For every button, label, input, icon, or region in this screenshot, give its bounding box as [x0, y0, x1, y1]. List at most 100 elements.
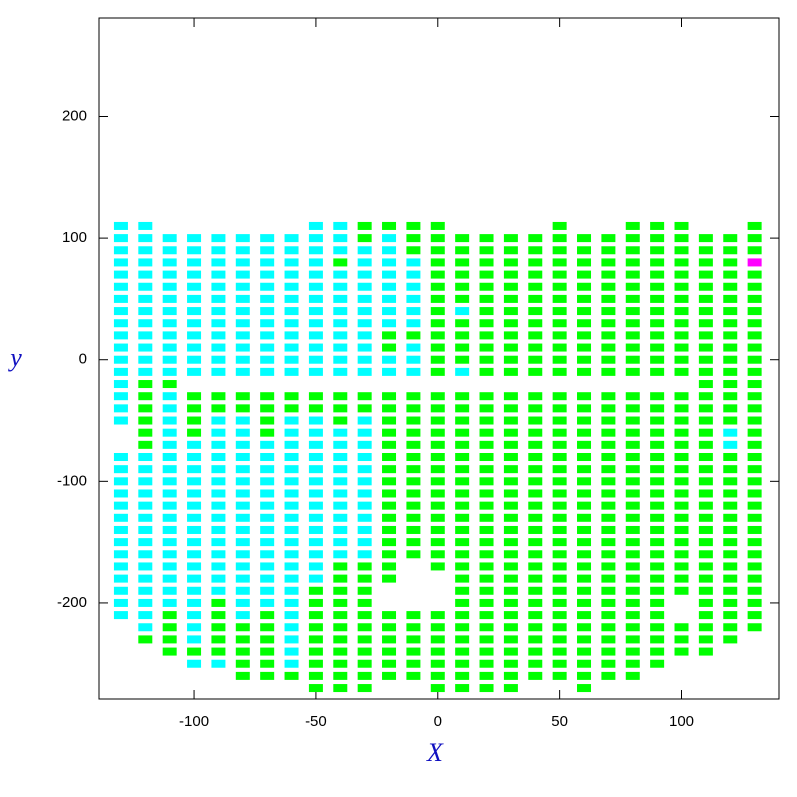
marker	[674, 635, 689, 644]
marker	[698, 586, 713, 595]
marker	[333, 416, 348, 425]
marker	[552, 282, 567, 291]
marker	[577, 647, 592, 656]
marker	[138, 598, 153, 607]
marker	[577, 282, 592, 291]
marker	[698, 477, 713, 486]
marker	[601, 489, 616, 498]
marker	[479, 246, 494, 255]
marker	[528, 246, 543, 255]
marker	[308, 671, 323, 680]
marker	[406, 307, 421, 316]
marker	[503, 635, 518, 644]
marker	[503, 234, 518, 243]
marker	[601, 404, 616, 413]
marker	[211, 611, 226, 620]
marker	[528, 307, 543, 316]
marker	[601, 234, 616, 243]
marker	[674, 331, 689, 340]
marker	[357, 647, 372, 656]
marker	[357, 586, 372, 595]
marker	[479, 392, 494, 401]
marker	[723, 294, 738, 303]
marker	[455, 294, 470, 303]
marker	[235, 319, 250, 328]
marker	[528, 428, 543, 437]
marker	[528, 562, 543, 571]
marker	[601, 598, 616, 607]
marker	[747, 489, 762, 498]
marker	[260, 453, 275, 462]
marker	[260, 246, 275, 255]
marker	[308, 550, 323, 559]
marker	[357, 538, 372, 547]
marker	[528, 477, 543, 486]
marker	[260, 659, 275, 668]
marker	[162, 611, 177, 620]
marker	[235, 489, 250, 498]
marker	[235, 294, 250, 303]
marker	[723, 635, 738, 644]
marker	[162, 562, 177, 571]
marker	[747, 234, 762, 243]
marker	[357, 684, 372, 693]
marker	[382, 489, 397, 498]
marker	[162, 416, 177, 425]
marker	[284, 477, 299, 486]
marker	[211, 574, 226, 583]
marker	[528, 258, 543, 267]
marker	[552, 574, 567, 583]
marker	[552, 294, 567, 303]
marker	[698, 282, 713, 291]
marker	[577, 416, 592, 425]
marker	[601, 428, 616, 437]
marker	[479, 538, 494, 547]
marker	[430, 501, 445, 510]
marker	[698, 307, 713, 316]
marker	[187, 647, 202, 656]
marker	[162, 331, 177, 340]
marker	[528, 586, 543, 595]
marker	[357, 671, 372, 680]
marker	[503, 550, 518, 559]
marker	[235, 659, 250, 668]
marker	[698, 647, 713, 656]
marker	[479, 331, 494, 340]
marker	[479, 453, 494, 462]
marker	[235, 671, 250, 680]
marker	[625, 453, 640, 462]
marker	[382, 623, 397, 632]
marker	[479, 574, 494, 583]
marker	[455, 513, 470, 522]
marker	[284, 355, 299, 364]
marker	[698, 404, 713, 413]
marker	[187, 465, 202, 474]
marker	[211, 246, 226, 255]
marker	[503, 392, 518, 401]
marker	[333, 659, 348, 668]
marker	[674, 440, 689, 449]
marker	[650, 270, 665, 279]
marker	[260, 440, 275, 449]
marker	[308, 586, 323, 595]
marker	[650, 367, 665, 376]
marker	[723, 270, 738, 279]
marker	[406, 343, 421, 352]
marker	[698, 392, 713, 401]
x-tick-label: -100	[179, 713, 209, 730]
marker	[747, 598, 762, 607]
y-axis-label: y	[7, 343, 22, 372]
marker	[284, 598, 299, 607]
marker	[382, 294, 397, 303]
marker	[698, 611, 713, 620]
marker	[674, 550, 689, 559]
marker	[698, 574, 713, 583]
marker	[698, 416, 713, 425]
marker	[601, 307, 616, 316]
marker	[747, 319, 762, 328]
marker	[333, 513, 348, 522]
marker	[113, 270, 128, 279]
marker	[382, 282, 397, 291]
marker	[455, 404, 470, 413]
marker	[333, 611, 348, 620]
